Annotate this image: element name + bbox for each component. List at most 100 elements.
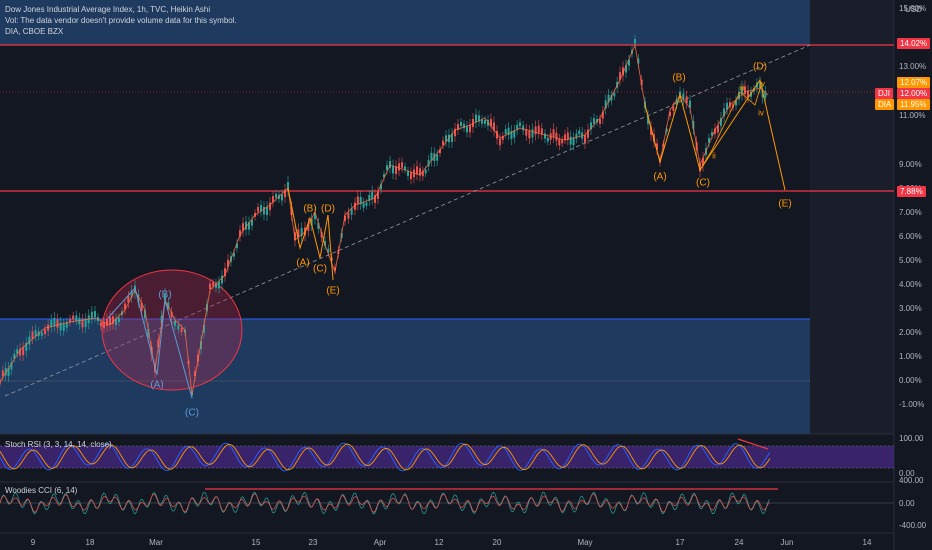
candle-body (177, 325, 180, 330)
candle-body (442, 140, 444, 146)
candle-body (484, 119, 486, 124)
candle-body (167, 302, 170, 309)
candle-body (685, 96, 688, 104)
candle-body (424, 169, 427, 174)
candle-body (260, 205, 262, 212)
candle-body (714, 128, 716, 134)
candle-body (47, 324, 50, 331)
candle-body (81, 319, 84, 328)
candle-body (534, 126, 537, 135)
price-tick: 6.00% (899, 232, 922, 241)
candle-body (540, 128, 543, 135)
dia-symbol-tag: DIA (875, 99, 895, 110)
candle-body (487, 119, 489, 126)
candle-body (504, 129, 507, 135)
candle-body (314, 212, 316, 220)
dji-price-tag: 12.00% (897, 88, 931, 99)
time-tick: 18 (85, 538, 95, 547)
stoch-band (0, 446, 894, 468)
candle-body (194, 370, 196, 377)
wave-label: (D) (753, 61, 767, 73)
candle-body (174, 320, 176, 326)
stoch-rsi-legend[interactable]: Stoch RSI (3, 3, 14, 14, close) (5, 440, 112, 449)
wave-label: (C) (696, 177, 710, 189)
candle-body (708, 138, 710, 143)
price-tick: 5.00% (899, 256, 922, 265)
candle-body (519, 122, 521, 126)
candle-body (307, 223, 310, 231)
candle-body (212, 282, 214, 286)
candle-body (215, 283, 217, 288)
candle-body (578, 130, 581, 135)
candle-body (528, 130, 531, 139)
candle-body (365, 202, 368, 206)
candle-body (144, 309, 146, 318)
candle-body (513, 130, 516, 138)
blue-zone (0, 319, 810, 434)
candle-body (106, 318, 108, 327)
candle-body (590, 122, 592, 130)
time-tick: Jun (780, 538, 794, 547)
candle-body (25, 342, 28, 351)
candle-body (525, 129, 528, 136)
stoch-axis-bottom: 0.00 (899, 469, 915, 478)
candle-body (625, 65, 627, 73)
highlight-ellipse (101, 269, 243, 391)
candle-body (622, 67, 624, 76)
price-tick: 1.00% (899, 352, 922, 361)
candle-body (439, 149, 441, 154)
candle-body (407, 171, 409, 176)
compare-symbol[interactable]: DIA, CBOE BZX (5, 27, 64, 36)
candle-body (7, 367, 10, 376)
candle-body (272, 196, 274, 203)
candle-body (610, 95, 613, 101)
time-tick: May (577, 538, 593, 547)
candle-body (147, 328, 150, 337)
candle-body (451, 133, 453, 142)
candle-body (200, 341, 202, 350)
candle-body (327, 248, 330, 253)
dji-symbol-tag: DJI (875, 88, 893, 99)
dia-price-tag: 11.95% (897, 99, 930, 110)
candle-body (575, 133, 578, 139)
woodies-cci-legend[interactable]: Woodies CCI (6, 14) (5, 486, 78, 495)
currency-label: USD (905, 5, 922, 14)
candle-body (317, 222, 320, 229)
candle-body (572, 137, 575, 146)
time-tick: 17 (675, 538, 685, 547)
candle-body (62, 324, 65, 331)
price-tick: 0.00% (899, 376, 922, 385)
wave-label: (E) (326, 285, 340, 297)
price-tick: -1.00% (899, 400, 925, 409)
wave-label: (E) (778, 198, 792, 210)
candle-body (537, 125, 540, 133)
wave-label: (A) (296, 257, 310, 269)
time-tick: 20 (492, 538, 502, 547)
candle-body (558, 139, 561, 146)
lower-line-tag: 7.88% (897, 186, 926, 197)
candle-body (404, 166, 406, 170)
candle-body (593, 118, 595, 124)
candle-body (395, 166, 397, 175)
wave-path-mid (287, 187, 334, 281)
candle-body (137, 294, 140, 303)
price-tick: 2.00% (899, 328, 922, 337)
candle-body (619, 72, 621, 80)
candle-body (481, 119, 483, 124)
candle-body (221, 275, 223, 284)
candle-body (94, 311, 96, 318)
candle-body (127, 296, 130, 303)
stoch-axis-top: 100.00 (899, 434, 924, 443)
candle-body (239, 230, 241, 237)
candle-body (628, 59, 630, 66)
candle-body (436, 154, 439, 161)
candle-body (427, 160, 430, 167)
candle-body (218, 281, 220, 289)
candle-body (566, 132, 569, 140)
price-tick: 13.00% (899, 62, 927, 71)
candle-body (599, 119, 601, 124)
wave-label: (B) (158, 289, 172, 301)
time-tick: Mar (149, 538, 163, 547)
price-tick: 3.00% (899, 304, 922, 313)
